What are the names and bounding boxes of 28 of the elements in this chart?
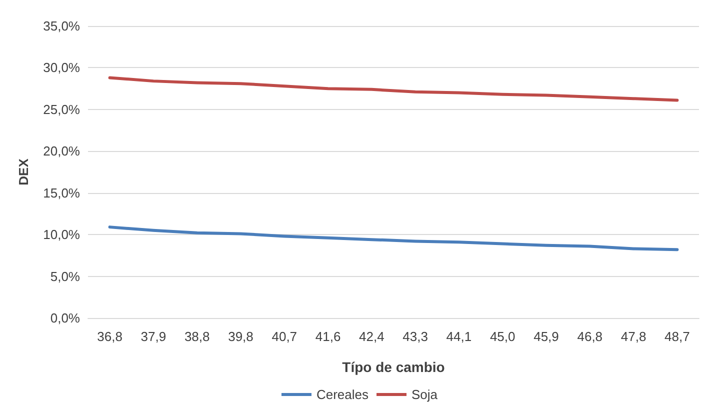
y-tick-label: 15,0% xyxy=(43,185,80,200)
y-tick-label: 5,0% xyxy=(50,268,80,284)
line-series xyxy=(108,226,679,252)
y-tick-label: 25,0% xyxy=(43,102,80,117)
x-tick-label: 47,8 xyxy=(620,329,646,344)
y-tick-label: 30,0% xyxy=(43,60,80,76)
x-tick-label: 40,7 xyxy=(272,329,298,344)
x-tick-label: 36,8 xyxy=(97,329,122,344)
x-tick-label: 46,8 xyxy=(577,329,603,344)
line-series xyxy=(108,76,679,102)
y-tick-label: 10,0% xyxy=(43,227,80,242)
x-tick-label: 39,8 xyxy=(228,329,254,344)
x-tick-label: 45,0 xyxy=(490,329,516,344)
y-tick-label: 20,0% xyxy=(43,144,80,159)
legend-label: Cereales xyxy=(316,387,370,402)
x-tick-label: 38,8 xyxy=(184,329,210,344)
x-tick-label: 41,6 xyxy=(315,329,341,344)
legend-label: Soja xyxy=(412,387,438,402)
x-axis-title: Típo de cambio xyxy=(342,359,445,375)
x-tick-label: 37,9 xyxy=(140,329,166,344)
x-tick-label: 45,9 xyxy=(534,329,559,344)
x-tick-label: 43,3 xyxy=(402,329,428,344)
x-tick-label: 42,4 xyxy=(359,329,384,344)
y-tick-label: 0,0% xyxy=(50,310,80,326)
x-tick-label: 48,7 xyxy=(664,329,690,344)
x-tick-label: 44,1 xyxy=(446,329,472,344)
y-tick-label: 35,0% xyxy=(43,18,80,34)
y-axis-title: DEX xyxy=(16,158,31,186)
